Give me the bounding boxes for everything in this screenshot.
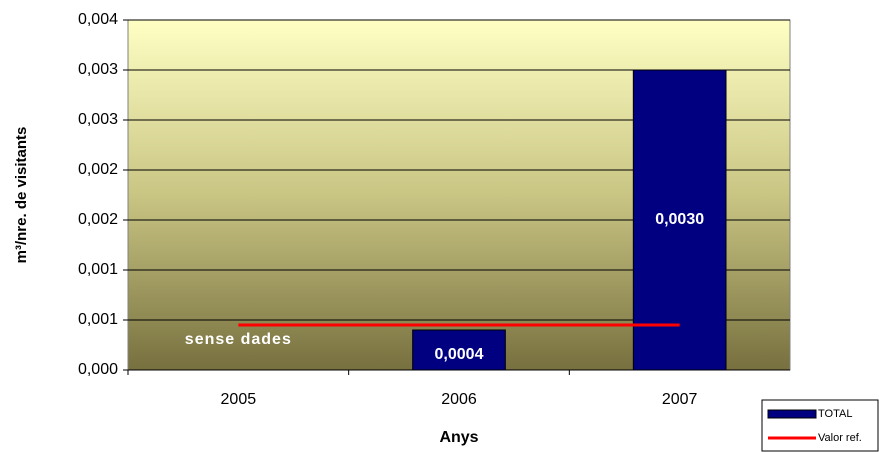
legend-label: TOTAL	[818, 408, 852, 420]
annotation: sense dades	[185, 331, 292, 348]
legend-box	[761, 399, 879, 452]
y-tick-label: 0,001	[78, 261, 118, 278]
x-tick-label: 2006	[441, 391, 477, 408]
y-tick-label: 0,004	[78, 11, 118, 28]
y-tick-label: 0,002	[78, 161, 118, 178]
y-tick-label: 0,002	[78, 211, 118, 228]
y-tick-label: 0,001	[78, 311, 118, 328]
x-tick-label: 2007	[662, 391, 698, 408]
y-axis-label: m³/nre. de visitants	[13, 127, 30, 264]
data-label: 0,0030	[655, 211, 704, 228]
x-tick-label: 2005	[221, 391, 257, 408]
y-tick-label: 0,003	[78, 111, 118, 128]
y-tick-label: 0,000	[78, 361, 118, 378]
legend-swatch	[767, 409, 817, 419]
bar	[412, 329, 506, 371]
x-axis-label: Anys	[439, 429, 478, 446]
data-label: 0,0004	[435, 346, 484, 363]
legend-label: Valor ref.	[818, 432, 862, 444]
bar	[632, 69, 727, 371]
y-tick-label: 0,003	[78, 61, 118, 78]
